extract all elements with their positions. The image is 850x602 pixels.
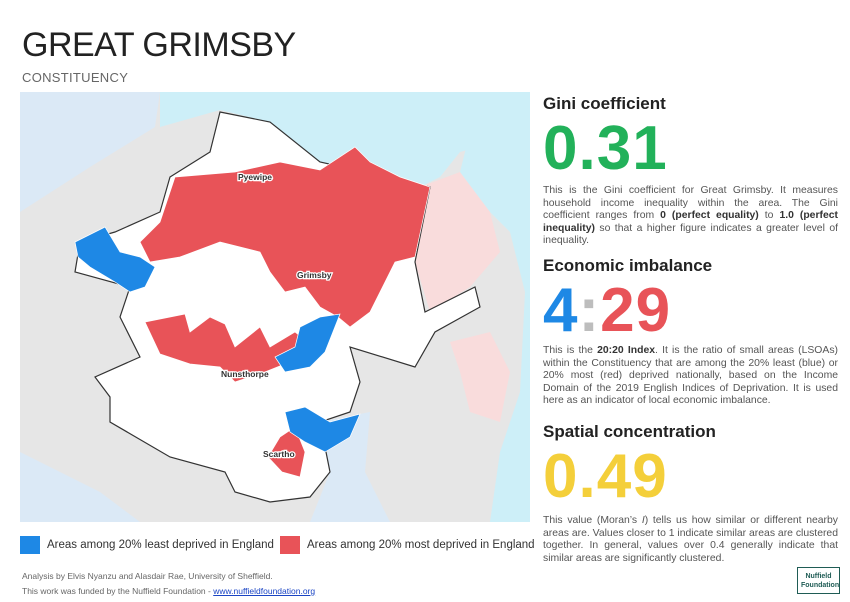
legend-least-label: Areas among 20% least deprived in Englan…: [47, 539, 274, 551]
constituency-map[interactable]: Pyewipe Grimsby Nunsthorpe Scartho: [20, 92, 530, 522]
place-label-nunsthorpe: Nunsthorpe: [221, 369, 269, 379]
spatial-section: Spatial concentration 0.49 This value (M…: [543, 422, 838, 565]
spatial-heading: Spatial concentration: [543, 422, 716, 441]
nuffield-link[interactable]: www.nuffieldfoundation.org: [213, 586, 316, 596]
least-deprived-area-central[interactable]: [274, 313, 341, 373]
legend-swatch-red: [280, 536, 300, 554]
sea-area-north: [160, 92, 530, 187]
place-label-scartho: Scartho: [263, 449, 295, 459]
neighbour-area-southwest-blue: [20, 452, 140, 522]
place-label-grimsby: Grimsby: [297, 270, 332, 280]
page-subtitle: CONSTITUENCY: [22, 70, 129, 85]
legend-least-deprived: Areas among 20% least deprived in Englan…: [20, 536, 274, 554]
least-deprived-area-west[interactable]: [74, 226, 156, 293]
gini-heading: Gini coefficient: [543, 94, 666, 113]
neighbour-area-southeast-red: [450, 332, 510, 422]
neighbour-area-northwest: [20, 92, 160, 212]
most-deprived-area-grimsby[interactable]: [139, 146, 431, 328]
most-deprived-area-nunsthorpe[interactable]: [144, 313, 311, 383]
gini-description: This is the Gini coefficient for Great G…: [543, 185, 838, 247]
nuffield-foundation-logo: Nuffield Foundation: [797, 567, 840, 594]
legend-most-deprived: Areas among 20% most deprived in England: [280, 536, 535, 554]
gini-section: Gini coefficient 0.31 This is the Gini c…: [543, 94, 838, 248]
spatial-description: This value (Moran’s I) tells us how simi…: [543, 515, 838, 564]
imbalance-heading: Economic imbalance: [543, 256, 713, 275]
footer-credit: Analysis by Elvis Nyanzu and Alasdair Ra…: [22, 571, 273, 581]
place-label-pyewipe: Pyewipe: [238, 172, 272, 182]
imbalance-left-value: 4: [543, 276, 579, 345]
gini-value: 0.31: [543, 114, 668, 183]
imbalance-right-value: 29: [600, 276, 672, 345]
imbalance-section: Economic imbalance 4:29 This is the 20:2…: [543, 256, 838, 408]
neighbour-area-east-red: [415, 172, 500, 312]
imbalance-ratio: 4:29: [543, 280, 838, 342]
legend-most-label: Areas among 20% most deprived in England: [307, 539, 535, 551]
spatial-value: 0.49: [543, 442, 668, 511]
footer-funding: This work was funded by the Nuffield Fou…: [22, 586, 316, 596]
page-title: GREAT GRIMSBY: [22, 26, 296, 64]
sea-area-east: [460, 92, 530, 522]
least-deprived-area-scartho[interactable]: [284, 406, 361, 453]
legend-swatch-blue: [20, 536, 40, 554]
imbalance-description: This is the 20:20 Index. It is the ratio…: [543, 345, 838, 407]
imbalance-separator: :: [578, 276, 601, 345]
map-svg: Pyewipe Grimsby Nunsthorpe Scartho: [20, 92, 530, 522]
